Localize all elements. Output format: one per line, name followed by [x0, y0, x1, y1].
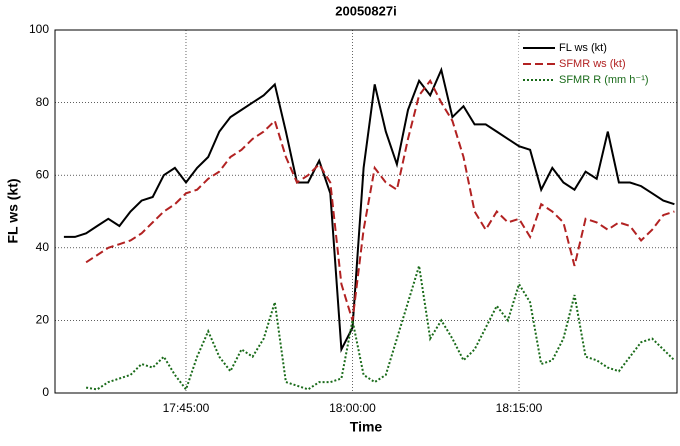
x-tick-label: 17:45:00	[163, 401, 210, 415]
plot-frame	[54, 29, 678, 394]
y-tick-label: 20	[36, 313, 50, 327]
legend-label: SFMR R (mm h⁻¹)	[559, 74, 649, 86]
data-line	[63, 66, 675, 354]
y-axis-label: FL ws (kt)	[5, 178, 21, 243]
data-line	[85, 265, 676, 392]
x-tick-label: 18:00:00	[329, 401, 376, 415]
legend-box	[519, 38, 673, 90]
y-tick-label: 0	[42, 385, 49, 399]
y-tick-label: 80	[36, 95, 50, 109]
y-tick-label: 60	[36, 167, 50, 181]
x-axis-label: Time	[350, 419, 383, 435]
y-tick-label: 40	[36, 240, 50, 254]
legend-label: SFMR ws (kt)	[559, 58, 626, 70]
y-tick-label: 100	[29, 22, 49, 36]
data-line	[85, 78, 675, 321]
chart-title: 20050827i	[335, 3, 396, 18]
legend-label: FL ws (kt)	[559, 42, 607, 54]
x-tick-label: 18:15:00	[496, 401, 543, 415]
